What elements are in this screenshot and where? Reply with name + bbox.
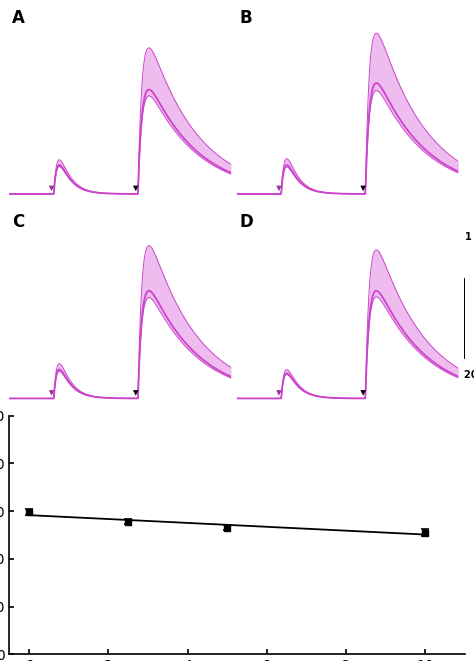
Text: 20 s: 20 s <box>465 370 474 380</box>
Text: D: D <box>239 213 253 231</box>
Text: 1 $\mathbf{\Delta}$F/F$\mathbf{_0}$: 1 $\mathbf{\Delta}$F/F$\mathbf{_0}$ <box>465 231 474 245</box>
Text: A: A <box>12 9 25 26</box>
Text: C: C <box>12 213 24 231</box>
Text: B: B <box>239 9 252 26</box>
